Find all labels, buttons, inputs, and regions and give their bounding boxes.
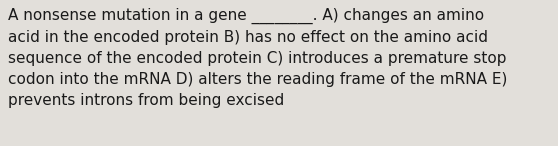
Text: A nonsense mutation in a gene ________. A) changes an amino
acid in the encoded : A nonsense mutation in a gene ________. … [8,7,508,107]
